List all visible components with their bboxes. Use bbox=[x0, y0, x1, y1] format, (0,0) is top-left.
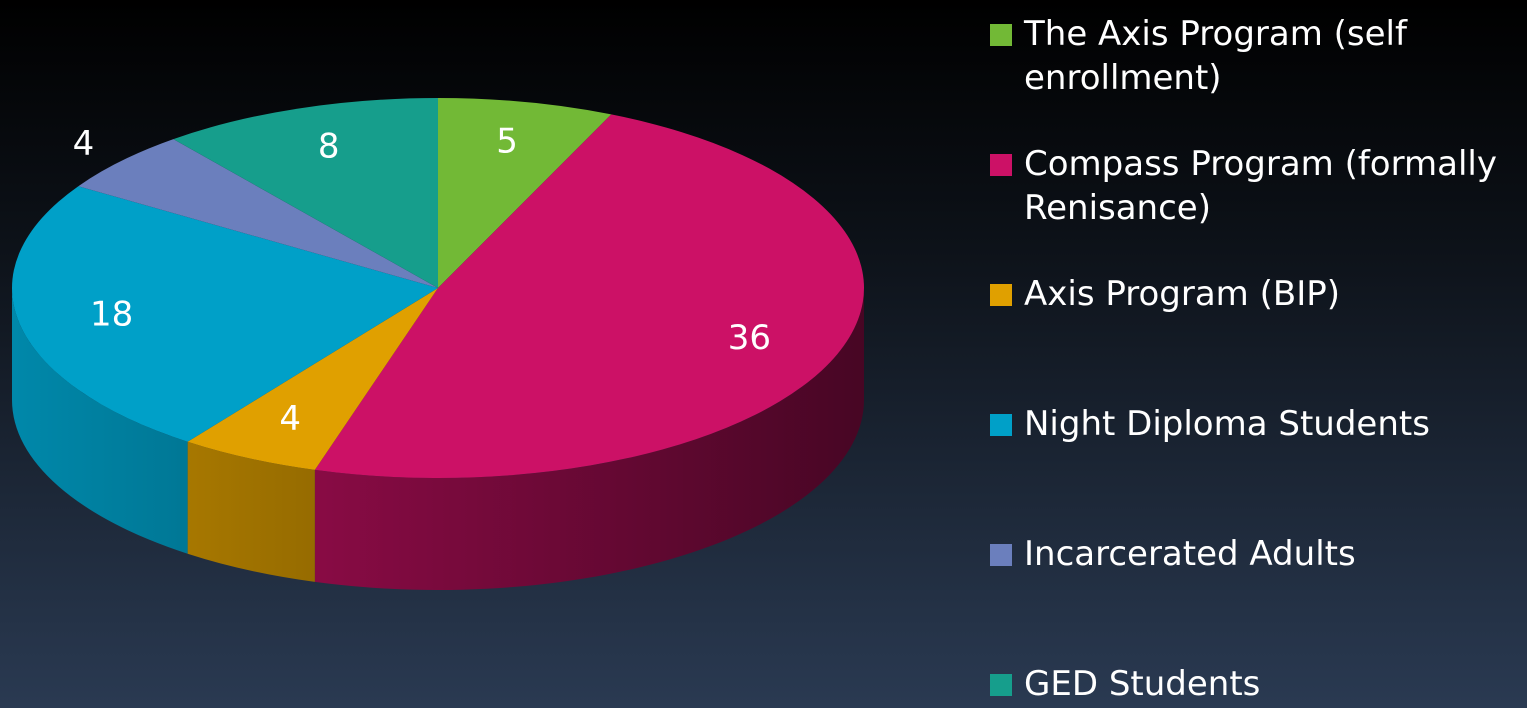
pie-slice bbox=[78, 139, 438, 288]
legend-item: GED Students bbox=[990, 662, 1520, 706]
pie-chart: 5 36 4 18 4 8 bbox=[11, 98, 865, 590]
legend-label: Compass Program (formally Renisance) bbox=[1024, 144, 1497, 228]
legend-label: GED Students bbox=[1024, 664, 1261, 704]
legend-swatch bbox=[990, 154, 1012, 176]
legend-item: Axis Program (BIP) bbox=[990, 272, 1520, 316]
legend-label: The Axis Program (self enrollment) bbox=[1024, 14, 1407, 98]
legend-label: Axis Program (BIP) bbox=[1024, 274, 1340, 314]
legend-swatch bbox=[990, 674, 1012, 696]
pie-slice bbox=[187, 288, 438, 470]
legend-item: Compass Program (formally Renisance) bbox=[990, 142, 1520, 230]
legend-item: Incarcerated Adults bbox=[990, 532, 1520, 576]
data-label: 5 bbox=[496, 122, 518, 162]
pie-side bbox=[12, 288, 188, 554]
legend-swatch bbox=[990, 24, 1012, 46]
legend-swatch bbox=[990, 284, 1012, 306]
data-label: 4 bbox=[73, 124, 95, 164]
pie-side bbox=[187, 441, 315, 582]
data-label: 36 bbox=[728, 318, 771, 358]
legend-label: Incarcerated Adults bbox=[1024, 534, 1356, 574]
pie-slice bbox=[438, 98, 612, 288]
pie-slice bbox=[173, 98, 438, 288]
legend-item: The Axis Program (self enrollment) bbox=[990, 12, 1520, 100]
pie-slice bbox=[11, 186, 439, 442]
data-label: 8 bbox=[318, 127, 340, 167]
data-label: 18 bbox=[90, 294, 133, 334]
legend-item: Night Diploma Students bbox=[990, 402, 1520, 446]
pie-slice bbox=[314, 114, 865, 479]
legend-swatch bbox=[990, 544, 1012, 566]
pie-side bbox=[314, 288, 865, 590]
legend-swatch bbox=[990, 414, 1012, 436]
data-label: 4 bbox=[279, 399, 301, 439]
legend-label: Night Diploma Students bbox=[1024, 404, 1430, 444]
